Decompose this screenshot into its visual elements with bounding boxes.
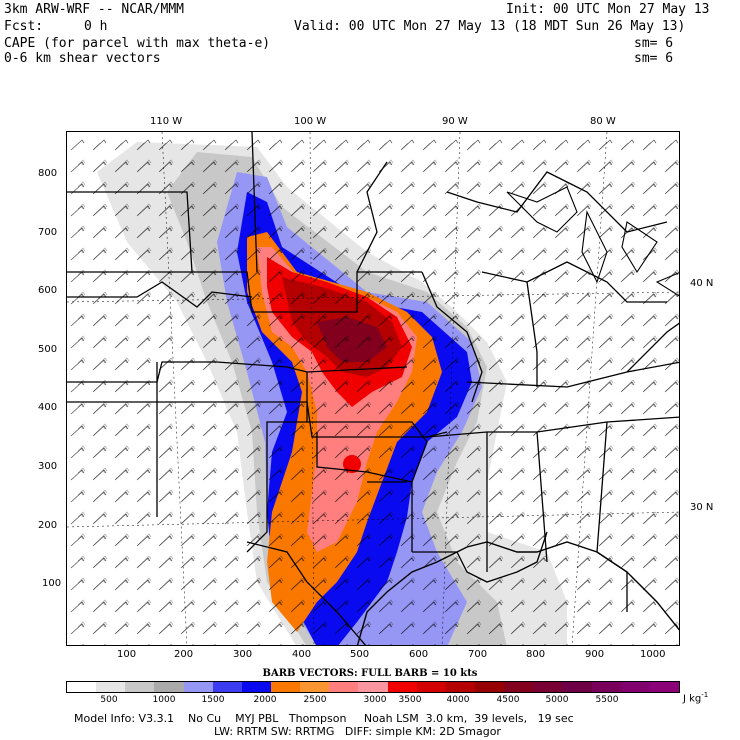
colorbar-label: 2500 (304, 695, 327, 705)
y-tick-label: 500 (38, 344, 57, 355)
colorbar-label: 4000 (447, 695, 470, 705)
colorbar-label: 1000 (153, 695, 176, 705)
cape-map (66, 131, 680, 646)
colorbar-label: 500 (100, 695, 117, 705)
colorbar-swatch (67, 682, 96, 692)
colorbar-swatch (504, 682, 533, 692)
cape-colorbar (66, 681, 680, 693)
colorbar-swatch (154, 682, 183, 692)
colorbar-swatch (562, 682, 591, 692)
lon-label-80w: 80 W (590, 116, 616, 127)
colorbar-label: 3000 (364, 695, 387, 705)
colorbar-label: 5500 (596, 695, 619, 705)
y-tick-label: 100 (42, 578, 61, 589)
x-tick-label: 900 (585, 649, 604, 660)
colorbar-label: 4500 (497, 695, 520, 705)
colorbar-label: 3500 (399, 695, 422, 705)
lat-label-40n: 40 N (690, 278, 713, 289)
colorbar-units: J kg-1 (683, 691, 708, 704)
init-time: Init: 00 UTC Mon 27 May 13 (506, 2, 710, 17)
colorbar-swatch (621, 682, 650, 692)
lon-label-100w: 100 W (294, 116, 326, 127)
forecast-hour: 0 h (84, 19, 107, 34)
y-tick-label: 200 (38, 520, 57, 531)
x-tick-label: 500 (350, 649, 369, 660)
y-tick-label: 300 (38, 461, 57, 472)
colorbar-swatch (125, 682, 154, 692)
x-tick-label: 700 (468, 649, 487, 660)
x-tick-label: 600 (409, 649, 428, 660)
colorbar-swatch (329, 682, 358, 692)
y-tick-label: 600 (38, 285, 57, 296)
y-tick-label: 800 (38, 168, 57, 179)
forecast-label: Fcst: (4, 19, 43, 34)
colorbar-swatch (533, 682, 562, 692)
colorbar-swatch (242, 682, 271, 692)
colorbar-label: 1500 (202, 695, 225, 705)
field-cape-title: CAPE (for parcel with max theta-e) (4, 36, 270, 51)
colorbar-swatch (271, 682, 300, 692)
colorbar-swatch (300, 682, 329, 692)
x-tick-label: 300 (233, 649, 252, 660)
x-tick-label: 800 (526, 649, 545, 660)
model-physics: LW: RRTM SW: RRTMG DIFF: simple KM: 2D S… (214, 725, 501, 738)
x-tick-label: 400 (292, 649, 311, 660)
colorbar-swatch (592, 682, 621, 692)
y-tick-label: 700 (38, 227, 57, 238)
model-title: 3km ARW-WRF -- NCAR/MMM (4, 2, 184, 17)
valid-time: Valid: 00 UTC Mon 27 May 13 (18 MDT Sun … (294, 19, 685, 34)
x-tick-label: 1000 (640, 649, 665, 660)
colorbar-swatch (358, 682, 387, 692)
colorbar-swatch (650, 682, 679, 692)
colorbar-label: 2000 (254, 695, 277, 705)
colorbar-swatch (184, 682, 213, 692)
x-tick-label: 200 (174, 649, 193, 660)
lon-label-90w: 90 W (442, 116, 468, 127)
lon-label-110w: 110 W (150, 116, 182, 127)
field-shear-smoothing: sm= 6 (634, 51, 673, 66)
field-shear-title: 0-6 km shear vectors (4, 51, 161, 66)
x-tick-label: 100 (117, 649, 136, 660)
colorbar-swatch (475, 682, 504, 692)
colorbar-label: 5000 (546, 695, 569, 705)
colorbar-swatch (417, 682, 446, 692)
lat-label-30n: 30 N (690, 502, 713, 513)
colorbar-swatch (96, 682, 125, 692)
barb-legend-text: BARB VECTORS: FULL BARB = 10 kts (0, 668, 740, 679)
colorbar-swatch (446, 682, 475, 692)
model-info: Model Info: V3.3.1 No Cu MYJ PBL Thompso… (74, 712, 574, 725)
colorbar-swatch (213, 682, 242, 692)
y-tick-label: 400 (38, 402, 57, 413)
colorbar-swatch (388, 682, 417, 692)
field-cape-smoothing: sm= 6 (634, 36, 673, 51)
